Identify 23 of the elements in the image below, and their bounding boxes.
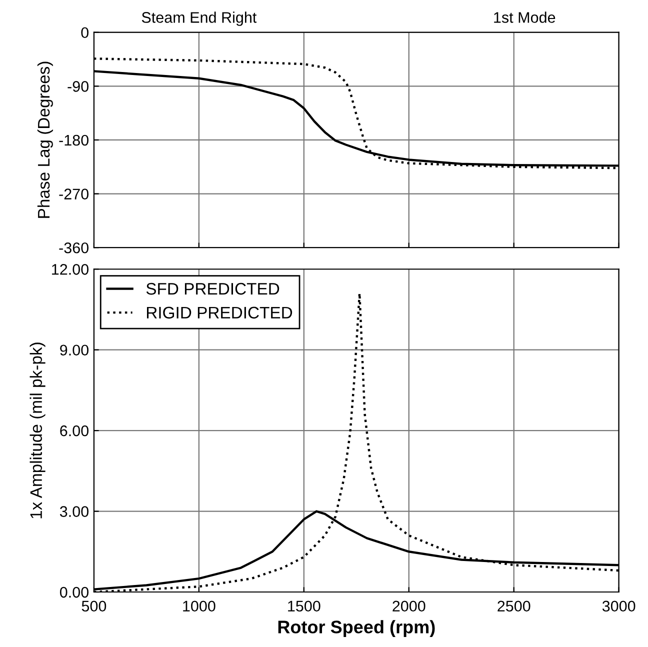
y-tick-label: -360: [59, 242, 89, 254]
x-axis-title: Rotor Speed (rpm): [278, 620, 435, 637]
x-tick-label: 2500: [498, 600, 530, 612]
y-tick-label: 6.00: [60, 425, 89, 436]
y-tick-label: -180: [59, 134, 89, 146]
y-tick-label: 0: [81, 27, 88, 38]
x-tick-label: 2000: [392, 600, 426, 612]
x-tick-label: 3000: [602, 600, 636, 612]
legend-label: RIGID PREDICTED: [146, 306, 292, 319]
y-tick-label: -270: [59, 188, 89, 200]
y-tick-label: 0.00: [60, 586, 89, 598]
legend-label: SFD PREDICTED: [146, 282, 280, 295]
text: Steam End Right: [142, 12, 257, 26]
y-tick-label: 9.00: [60, 344, 89, 356]
y-tick-label: -90: [68, 81, 89, 92]
text: 1st Mode: [494, 12, 556, 23]
y-tick-label: 3.00: [60, 506, 89, 517]
y-axis-title: 1x Amplitude (mil pk-pk): [30, 342, 46, 518]
x-tick-label: 1500: [288, 600, 320, 612]
x-tick-label: 1000: [183, 600, 216, 612]
y-tick-label: 12.00: [52, 264, 89, 275]
x-tick-label: 500: [82, 600, 106, 612]
y-axis-title: Phase Lag (Degrees): [37, 62, 53, 218]
